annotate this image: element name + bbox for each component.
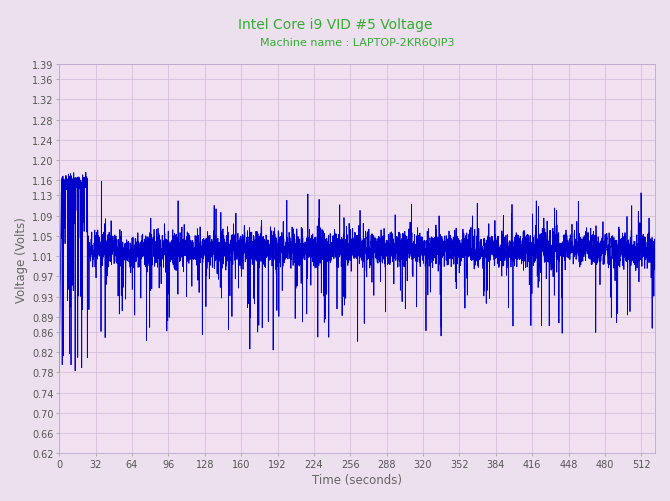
Title: Machine name : LAPTOP-2KR6QIP3: Machine name : LAPTOP-2KR6QIP3 xyxy=(260,38,454,48)
Y-axis label: Voltage (Volts): Voltage (Volts) xyxy=(15,216,28,302)
Text: Intel Core i9 VID #5 Voltage: Intel Core i9 VID #5 Voltage xyxy=(238,18,432,32)
X-axis label: Time (seconds): Time (seconds) xyxy=(312,473,402,486)
